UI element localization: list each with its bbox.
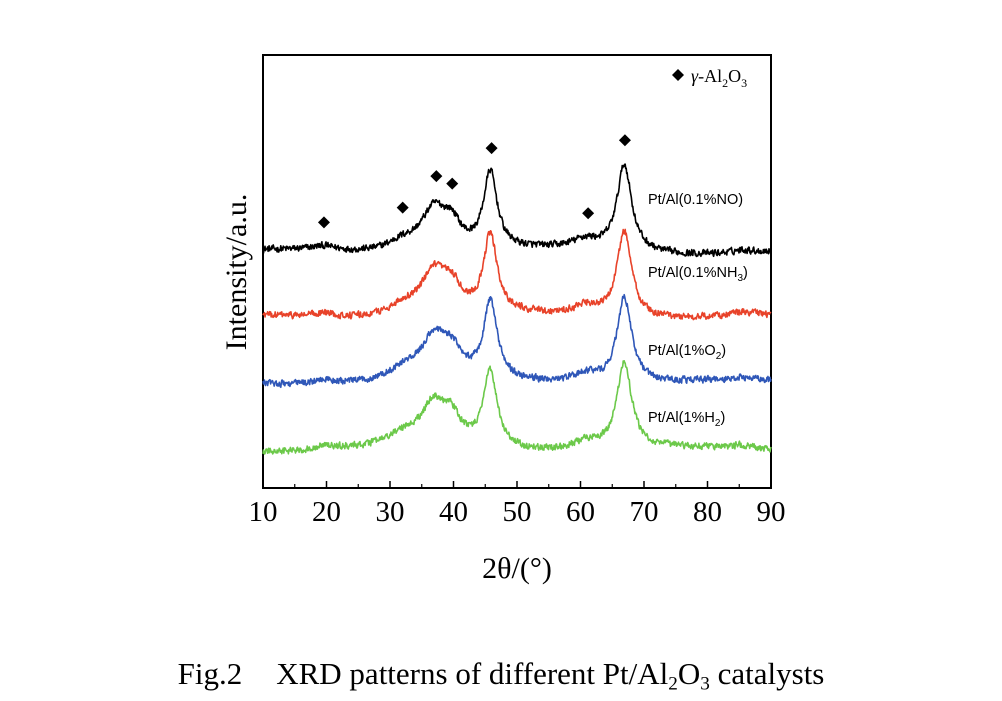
x-axis-ticks: 10 20 30 40 50 60 70 80 90 (249, 481, 786, 528)
x-tick-label: 20 (312, 496, 341, 528)
figure-caption: Fig.2 XRD patterns of different Pt/Al2O3 … (0, 656, 1002, 695)
x-tick-label: 70 (630, 496, 659, 528)
x-tick-label: 50 (503, 496, 532, 528)
series-line-2 (262, 293, 772, 389)
legend-diamond-icon (672, 69, 684, 81)
series-line-3 (262, 360, 772, 455)
x-axis-title: 2θ/(°) (482, 552, 552, 585)
series-label-2: Pt/Al(1%O2) (648, 343, 726, 362)
series-group (262, 163, 772, 455)
x-tick-label: 80 (693, 496, 722, 528)
gamma-alumina-diamond-icon (485, 142, 498, 155)
series-line-1 (262, 228, 772, 321)
caption-fig-number: Fig.2 (177, 656, 243, 691)
gamma-alumina-diamond-icon (317, 216, 330, 229)
x-tick-label: 40 (439, 496, 468, 528)
gamma-alumina-diamond-icon (430, 170, 443, 183)
gamma-alumina-diamond-icon (582, 207, 595, 220)
series-label-3: Pt/Al(1%H2) (648, 410, 725, 429)
x-tick-label: 10 (249, 496, 278, 528)
marker-group (317, 134, 631, 229)
x-tick-label: 30 (376, 496, 405, 528)
series-label-1: Pt/Al(0.1%NH3) (648, 265, 748, 284)
gamma-alumina-diamond-icon (396, 201, 409, 214)
x-tick-label: 90 (757, 496, 786, 528)
legend-label: γ-Al2O3 (691, 66, 747, 90)
x-tick-label: 60 (566, 496, 595, 528)
y-axis-title: Intensity/a.u. (220, 194, 253, 351)
series-label-0: Pt/Al(0.1%NO) (648, 192, 743, 208)
xrd-chart: 10 20 30 40 50 60 70 80 90 Intensity/a.u. 2θ/(°)… (220, 54, 786, 585)
caption-text: XRD patterns of different Pt/Al2O3 catal… (276, 656, 825, 695)
gamma-alumina-diamond-icon (446, 177, 459, 190)
series-line-0 (262, 163, 772, 258)
gamma-alumina-diamond-icon (618, 134, 631, 147)
